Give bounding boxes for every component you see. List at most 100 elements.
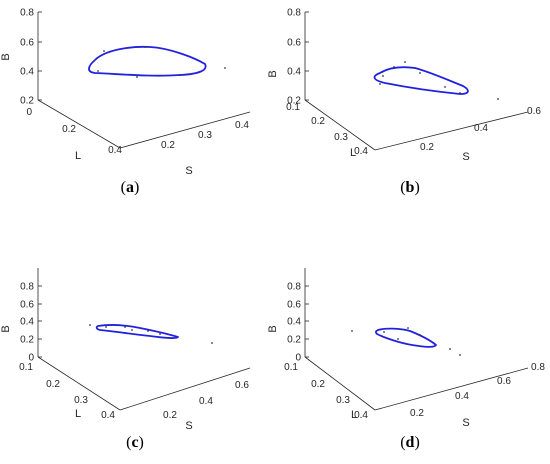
data-point	[459, 92, 461, 94]
data-point	[211, 342, 213, 344]
s-tick-label: 0.4	[474, 123, 488, 134]
z-tick-label: 0	[28, 353, 34, 364]
contour-line	[375, 327, 437, 348]
data-point	[419, 334, 421, 336]
s-tick-label: 0.4	[199, 396, 213, 407]
z-axis-label: B	[0, 325, 12, 332]
data-point	[379, 83, 381, 85]
data-point	[124, 326, 126, 328]
z-tick-label: 0.2	[20, 96, 34, 107]
l-tick-label: 0.1	[284, 362, 298, 373]
l-tick-label: 0.3	[74, 395, 88, 406]
data-point	[407, 327, 409, 329]
z-tick-label: 0.8	[20, 8, 34, 19]
s-axis-line	[374, 111, 529, 151]
l-tick-label: 0.4	[354, 146, 368, 157]
s-tick-label: 0.6	[235, 380, 249, 391]
panel-caption: (b)	[400, 179, 420, 196]
z-tick-label: 0.8	[287, 8, 301, 19]
z-tick-label: 0.6	[20, 38, 34, 49]
l-tick-label: 0.3	[336, 395, 350, 406]
z-tick-label: 0.8	[287, 282, 301, 293]
l-tick-label: 0	[26, 107, 32, 118]
z-tick-label: 0.4	[20, 317, 34, 328]
data-point	[449, 348, 451, 350]
s-tick-label: 0.2	[163, 410, 177, 421]
l-tick-label: 0.3	[334, 132, 348, 143]
l-tick-label: 0.4	[108, 145, 122, 156]
l-tick-label: 0.4	[354, 410, 368, 421]
data-point	[144, 46, 146, 48]
s-tick-label: 0.6	[497, 376, 511, 387]
data-point	[419, 72, 421, 74]
data-point	[459, 354, 461, 356]
l-axis-line	[304, 99, 376, 151]
data-point	[351, 330, 353, 332]
z-tick-label: 0.2	[287, 335, 301, 346]
contour-line	[95, 324, 179, 339]
z-tick-label: 0.4	[287, 67, 301, 78]
z-axis-label: B	[267, 325, 279, 332]
data-point	[103, 50, 105, 52]
z-axis-label: B	[267, 70, 279, 77]
l-axis-line	[37, 99, 121, 149]
panel-d: 0 0.2 0.4 0.6 0.8 0.1 0.2 0.3 0.4 0.2 0.4 0.6 0.8 B L S…	[267, 268, 545, 451]
s-tick-label: 0.4	[235, 120, 249, 131]
s-axis-label: S	[185, 165, 192, 177]
l-tick-label: 0.1	[286, 102, 300, 113]
data-point	[89, 324, 91, 326]
z-tick-label: 0	[295, 353, 301, 364]
contour-line	[88, 45, 207, 77]
panel-caption: (a)	[121, 179, 140, 196]
l-tick-label: 0.2	[46, 379, 60, 390]
panel-caption: (c)	[126, 434, 144, 451]
z-axis-label: B	[0, 53, 12, 60]
s-tick-label: 0.2	[420, 142, 434, 153]
s-tick-label: 0.2	[161, 140, 175, 151]
data-point	[393, 66, 395, 68]
s-tick-label: 0.6	[527, 106, 541, 117]
l-axis-label: L	[350, 147, 356, 159]
l-tick-label: 0.4	[101, 410, 115, 421]
z-tick-label: 0.6	[20, 300, 34, 311]
s-tick-label: 0.8	[531, 362, 545, 373]
data-point	[97, 70, 99, 72]
data-point	[179, 74, 181, 76]
s-axis-label: S	[185, 420, 192, 432]
z-tick-label: 0.8	[20, 282, 34, 293]
data-point	[136, 76, 138, 78]
data-point	[404, 61, 406, 63]
l-tick-label: 0.2	[62, 124, 76, 135]
s-tick-label: 0.2	[410, 408, 424, 419]
data-point	[159, 333, 161, 335]
s-axis-label: S	[462, 417, 469, 429]
z-tick-label: 0.6	[287, 38, 301, 49]
l-axis-label: L	[351, 409, 357, 421]
s-axis-line	[119, 367, 251, 411]
l-tick-label: 0.2	[311, 379, 325, 390]
l-axis-label: L	[75, 408, 81, 420]
z-tick-label: 0.4	[20, 67, 34, 78]
l-axis-line	[304, 356, 376, 411]
data-point	[224, 67, 226, 69]
data-point	[397, 338, 399, 340]
l-tick-label: 0.2	[311, 116, 325, 127]
z-tick-label: 0.2	[20, 335, 34, 346]
z-tick-label: 0.2	[287, 96, 301, 107]
data-point	[382, 75, 384, 77]
l-axis-line	[37, 356, 121, 411]
data-point	[105, 326, 107, 328]
s-axis-label: S	[462, 151, 469, 163]
panel-caption: (d)	[400, 434, 420, 451]
data-point	[147, 330, 149, 332]
z-tick-label: 0.6	[287, 300, 301, 311]
data-point	[131, 329, 133, 331]
data-point	[383, 331, 385, 333]
s-axis-line	[374, 367, 529, 411]
data-point	[444, 86, 446, 88]
panel-c: 0 0.2 0.4 0.6 0.8 0.1 0.2 0.3 0.4 0.2 0.4 0.6 B L S (c)	[0, 268, 251, 451]
s-axis-line	[119, 111, 251, 149]
panel-b: 0.20.40.60.80.10.20.30.4 0.20.40.6BL S(b)	[267, 8, 541, 197]
